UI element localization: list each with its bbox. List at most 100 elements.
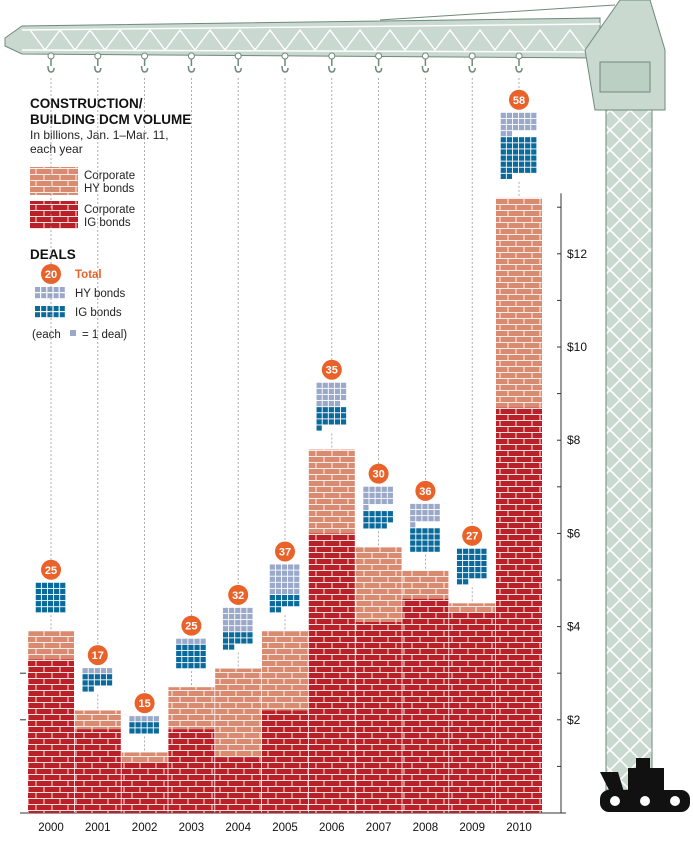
deal-square-hy	[281, 576, 288, 582]
deal-square-ig	[194, 650, 200, 657]
deal-square-hy	[294, 576, 300, 582]
deal-square-ig	[281, 594, 288, 601]
deal-square-hy	[129, 716, 135, 722]
deal-square-hy	[519, 118, 525, 125]
deal-square-ig	[463, 548, 469, 554]
crane-cable	[379, 4, 616, 21]
deal-square-ig	[141, 728, 147, 734]
deal-square-ig	[82, 680, 88, 686]
crane-cab	[584, 0, 666, 111]
deal-square-ig	[322, 413, 328, 419]
deal-square-ig	[531, 137, 537, 143]
deal-square-ig	[60, 594, 66, 601]
deal-square-hy	[235, 626, 241, 632]
deal-total-label: 35	[326, 365, 338, 377]
x-tick-label: 2006	[319, 822, 345, 834]
deals-legend-hy-squares	[35, 287, 65, 299]
y-tick-label: $12	[567, 247, 587, 261]
bar-hy-2002	[121, 752, 168, 762]
deal-square-hy	[188, 638, 194, 644]
deal-total-badge	[509, 89, 529, 110]
deal-square-hy	[500, 118, 506, 125]
bar-hy-2008	[402, 570, 449, 599]
deal-square-hy	[410, 516, 416, 522]
crane-jib-truss	[21, 23, 601, 53]
bar-ig-2006	[308, 533, 355, 813]
deal-square-hy	[275, 588, 282, 595]
deal-square-ig	[60, 582, 66, 588]
deal-square-hy	[375, 492, 381, 498]
deal-square-hy	[428, 516, 434, 522]
deal-square-ig	[194, 663, 200, 669]
deal-square-ig	[428, 534, 434, 540]
deal-square-ig	[422, 534, 428, 540]
bulldozer-icon	[600, 758, 690, 812]
deal-square-hy	[147, 716, 153, 722]
deal-total-badge	[275, 541, 295, 562]
deal-square-ig	[481, 554, 487, 560]
deal-square-ig	[269, 601, 275, 607]
deal-square-ig	[200, 656, 206, 663]
deal-square-ig	[456, 567, 463, 573]
deal-square-ig	[525, 137, 531, 143]
deal-square-ig	[100, 680, 107, 686]
legend-hy-deal-square	[35, 287, 40, 292]
deal-square-hy	[275, 582, 282, 588]
deal-square-hy	[141, 716, 147, 722]
deal-square-hy	[229, 613, 235, 620]
deal-square-ig	[469, 554, 475, 560]
deal-square-hy	[410, 509, 416, 516]
crane-counterweight	[599, 61, 651, 93]
deal-square-hy	[288, 576, 294, 582]
legend-hy-deal-square	[41, 293, 47, 299]
deal-square-ig	[182, 650, 188, 657]
deal-square-hy	[531, 112, 537, 118]
deal-square-ig	[334, 407, 341, 413]
deal-square-hy	[281, 582, 288, 588]
deal-square-ig	[434, 546, 440, 552]
chart-subtitle-line2: each year	[30, 142, 83, 156]
deal-square-ig	[469, 548, 475, 554]
legend-hy-deal-square	[47, 293, 53, 299]
deal-square-hy	[525, 118, 531, 125]
deals-legend-note-after: = 1 deal)	[82, 329, 127, 341]
deal-square-ig	[47, 588, 54, 595]
deal-square-hy	[247, 607, 253, 614]
deal-square-hy	[281, 564, 288, 570]
crane-tower	[605, 109, 653, 791]
deal-square-hy	[375, 498, 381, 505]
deal-square-ig	[188, 656, 194, 663]
deal-square-ig	[481, 567, 487, 573]
deal-square-hy	[381, 486, 387, 492]
deal-square-hy	[269, 576, 275, 582]
deal-square-hy	[525, 124, 531, 131]
legend-ig-deal-square	[59, 312, 65, 318]
deal-square-hy	[500, 124, 506, 131]
deal-square-ig	[41, 607, 48, 613]
deals-legend-total-label: Total	[75, 269, 102, 281]
bar-hy-2005	[262, 631, 308, 711]
deal-square-ig	[481, 560, 487, 567]
deal-square-ig	[506, 161, 512, 167]
deal-square-hy	[363, 504, 369, 511]
deal-square-ig	[387, 511, 393, 517]
deal-square-hy	[334, 394, 341, 401]
deal-square-hy	[247, 613, 253, 620]
legend-hy-deal-square	[59, 287, 65, 292]
bar-ig-2000	[28, 659, 74, 813]
deal-square-ig	[410, 540, 416, 546]
deal-square-ig	[147, 728, 153, 734]
deal-total-badge	[87, 645, 108, 666]
deal-square-ig	[475, 560, 481, 567]
deal-square-ig	[519, 149, 525, 155]
legend-hy-deal-square	[41, 287, 47, 292]
deal-square-ig	[531, 149, 537, 155]
deal-square-ig	[387, 517, 393, 523]
deal-square-hy	[288, 564, 294, 570]
deal-square-ig	[182, 663, 188, 669]
deal-square-hy	[369, 492, 375, 498]
deal-square-hy	[363, 498, 369, 505]
deal-square-ig	[410, 546, 416, 552]
bar-hy-2007	[355, 547, 402, 622]
deal-square-ig	[35, 588, 41, 595]
